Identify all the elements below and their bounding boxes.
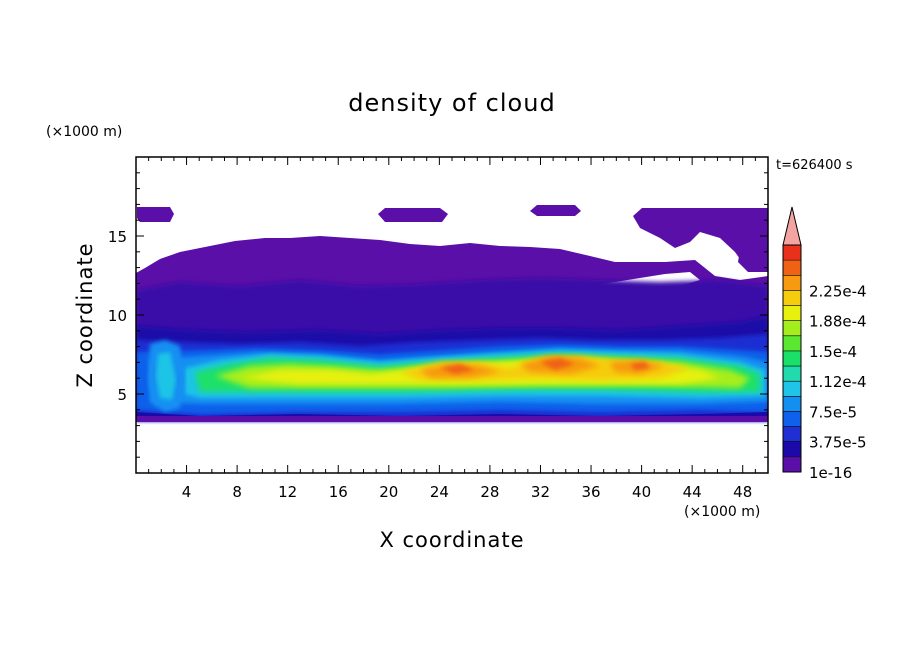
colorbar-swatch (783, 245, 801, 261)
colorbar-label: 3.75e-5 (809, 434, 867, 452)
density-blob-right-mid (738, 246, 768, 272)
colorbar-swatch (783, 366, 801, 382)
y-tick-label: 10 (108, 307, 127, 325)
colorbar-label: 2.25e-4 (809, 282, 867, 300)
x-tick-label: 28 (480, 483, 499, 501)
x-tick-label: 24 (430, 483, 449, 501)
colorbar-swatch (783, 320, 801, 336)
density-blob-top-mid (378, 208, 448, 222)
colorbar-extend-arrow (782, 206, 802, 246)
y-tick-label: 5 (117, 386, 127, 404)
density-blob-top-left (137, 207, 174, 222)
y-axis-label: Z coordinate (73, 242, 97, 387)
x-tick-label: 4 (182, 483, 192, 501)
colorbar-label: 1.88e-4 (809, 313, 867, 331)
x-tick-label: 36 (581, 483, 600, 501)
colorbar-swatch (783, 260, 801, 276)
x-tick-label: 16 (329, 483, 348, 501)
colorbar-swatch (783, 290, 801, 306)
colorbar-swatch (783, 441, 801, 457)
density-base-edge (136, 416, 768, 422)
density-blob-top-right (633, 208, 768, 272)
colorbar-swatch (783, 426, 801, 442)
x-tick-label: 40 (632, 483, 651, 501)
colorbar-swatch (783, 381, 801, 397)
colorbar-label: 1.5e-4 (809, 343, 857, 361)
colorbar-label: 1e-16 (809, 464, 852, 482)
time-label: t=626400 s (776, 158, 853, 173)
y-tick-label: 15 (108, 228, 127, 246)
x-tick-label: 48 (733, 483, 752, 501)
density-left-plume-core (156, 352, 176, 400)
colorbar-swatch (783, 275, 801, 291)
density-field (136, 205, 768, 422)
y-axis-unit: (×1000 m) (46, 124, 122, 140)
chart-title: density of cloud (348, 89, 555, 117)
colorbar-frame (782, 244, 802, 473)
colorbar-swatch (783, 305, 801, 321)
density-region-level-12 (440, 358, 650, 374)
colorbar-swatch (783, 335, 801, 351)
x-axis-label: X coordinate (379, 528, 524, 552)
colorbar-label: 7.5e-5 (809, 403, 857, 421)
colorbar-swatch (783, 411, 801, 427)
y-axis-ticks: 5 10 15 (108, 172, 768, 458)
x-tick-label: 44 (683, 483, 702, 501)
x-tick-label: 12 (278, 483, 297, 501)
x-axis-unit: (×1000 m) (684, 504, 760, 520)
colorbar-label: 1.12e-4 (809, 373, 867, 391)
x-tick-label: 20 (379, 483, 398, 501)
density-region-level-11 (420, 356, 665, 378)
x-tick-label: 8 (232, 483, 242, 501)
colorbar: 1e-16 3.75e-5 7.5e-5 1.12e-4 1.5e-4 1.88e-4 2.… (782, 206, 867, 482)
colorbar-swatch (783, 396, 801, 412)
colorbar-swatch (783, 456, 801, 472)
x-axis-ticks: 4 8 12 16 20 24 28 32 36 40 44 48 (148, 157, 756, 501)
x-tick-label: 32 (531, 483, 550, 501)
density-blob-top-mid2 (530, 205, 581, 216)
colorbar-swatch (783, 350, 801, 367)
